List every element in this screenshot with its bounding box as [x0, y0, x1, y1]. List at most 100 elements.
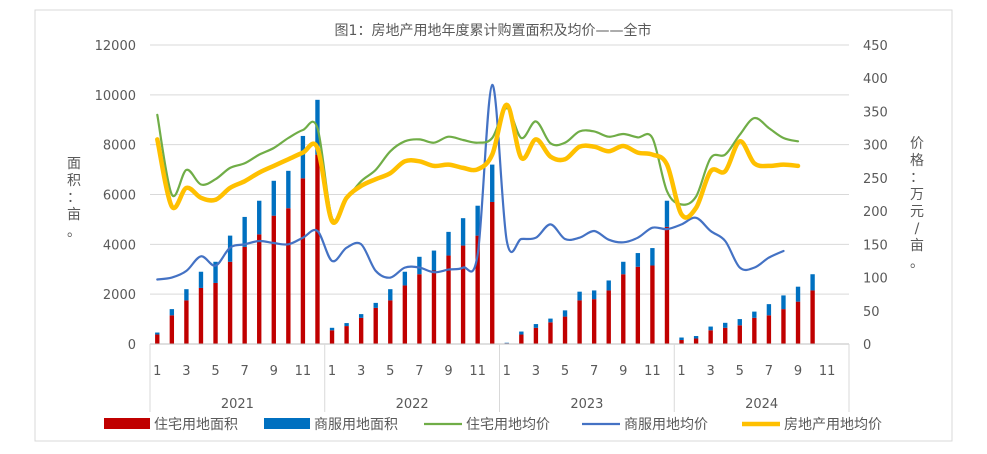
legend-item: 商服用地面积: [264, 417, 398, 433]
legend: 住宅用地面积 商服用地面积 住宅用地均价 商服用地均价 房地产用地均价: [104, 417, 882, 433]
y-tick-label-right: 150: [863, 238, 888, 253]
legend-label: 房地产用地均价: [784, 417, 882, 433]
commercial-area-bar: [257, 200, 262, 235]
y-axis-label-right-char: 格: [910, 153, 924, 169]
commercial-area-bar: [300, 135, 306, 179]
y-tick-label-left: 2000: [103, 288, 136, 303]
residential-area-bar: [242, 246, 247, 344]
x-tick-label: 1: [503, 364, 511, 379]
residential-area-bar: [679, 340, 684, 344]
year-label: 2023: [570, 397, 603, 412]
year-label: 2022: [396, 397, 429, 412]
commercial-price-line: [156, 83, 785, 281]
x-tick-label: 5: [211, 364, 219, 379]
x-tick-label: 9: [794, 364, 802, 379]
x-tick-label: 11: [819, 364, 836, 379]
x-tick-label: 5: [736, 364, 744, 379]
residential-area-bar: [213, 282, 218, 344]
residential-area-bar: [169, 315, 175, 344]
commercial-area-bar: [752, 311, 757, 318]
residential-area-bar: [329, 330, 335, 344]
x-tick-label: 7: [241, 364, 249, 379]
residential-area-bar: [723, 327, 728, 344]
commercial-area-bar: [490, 164, 495, 202]
commercial-area-bar: [606, 280, 611, 291]
y-tick-label-right: 350: [863, 105, 888, 120]
commercial-area-bar: [417, 256, 422, 275]
legend-item: 住宅用地面积: [104, 417, 238, 433]
commercial-area-bar: [475, 205, 480, 236]
commercial-area-bar: [766, 304, 772, 316]
commercial-area-bar: [329, 327, 335, 331]
axes: 0 2000 4000 6000 8000 10000 12000 0 50 100 150 200 2…: [95, 39, 888, 412]
x-tick-label: 3: [707, 364, 715, 379]
commercial-area-bar: [460, 218, 466, 246]
y-tick-label-right: 400: [863, 72, 888, 87]
commercial-area-bar: [679, 337, 684, 341]
year-label: 2021: [221, 397, 254, 412]
residential-area-bar: [227, 261, 233, 344]
commercial-area-bar: [562, 310, 568, 317]
commercial-area-bar: [184, 289, 189, 301]
residential-area-bar: [344, 326, 349, 344]
year-label: 2024: [745, 397, 778, 412]
x-tick-label: 3: [532, 364, 540, 379]
commercial-area-bar: [650, 248, 655, 266]
residential-area-bar: [693, 338, 699, 344]
residential-area-bar: [810, 290, 815, 344]
commercial-area-bar: [737, 319, 742, 326]
residential-area-bar: [184, 300, 189, 344]
x-tick-label: 9: [444, 364, 452, 379]
x-tick-label: 5: [561, 364, 569, 379]
y-tick-label-right: 100: [863, 272, 888, 287]
legend-label: 住宅用地面积: [154, 417, 238, 433]
x-tick-label: 9: [619, 364, 627, 379]
overall-price-line: [155, 102, 801, 225]
x-tick-label: 3: [182, 364, 190, 379]
y-tick-label-left: 6000: [103, 189, 136, 204]
commercial-area-bar: [577, 291, 582, 301]
residential-area-bar: [286, 208, 291, 344]
residential-area-bar: [708, 330, 713, 344]
residential-area-bar: [795, 301, 801, 344]
commercial-area-bar: [344, 323, 349, 327]
commercial-area-bar: [358, 314, 364, 318]
residential-area-bar: [752, 317, 757, 344]
residential-area-bar: [417, 274, 422, 344]
residential-area-bar: [591, 299, 597, 344]
commercial-area-bar: [286, 170, 291, 209]
commercial-area-bar: [810, 274, 815, 291]
y-tick-label-right: 450: [863, 39, 888, 54]
residential-area-bar: [606, 290, 611, 344]
residential-area-bar: [490, 201, 495, 344]
x-tick-label: 3: [357, 364, 365, 379]
x-tick-label: 1: [677, 364, 685, 379]
residential-area-bar: [737, 325, 742, 344]
x-tick-label: 11: [295, 364, 312, 379]
legend-swatch: [264, 418, 310, 429]
residential-area-bar: [548, 322, 553, 344]
commercial-area-bar: [242, 216, 247, 247]
residential-area-bar: [373, 307, 378, 344]
commercial-area-bar: [664, 200, 670, 227]
x-tick-label: 7: [765, 364, 773, 379]
residential-area-bar: [388, 300, 393, 344]
y-tick-label-right: 0: [863, 338, 871, 353]
y-axis-label-left-char: 。: [67, 224, 81, 240]
commercial-area-bar: [708, 326, 713, 331]
y-axis-label-left-char: 亩: [67, 206, 81, 223]
residential-price-line: [156, 107, 800, 222]
x-tick-label: 9: [270, 364, 278, 379]
y-axis-label-right-char: ：: [910, 170, 924, 186]
residential-area-bar: [577, 300, 582, 344]
commercial-area-bar: [548, 318, 553, 323]
commercial-area-bar: [388, 289, 393, 301]
y-tick-label-left: 4000: [103, 238, 136, 253]
y-axis-label-left-char: 积: [67, 173, 81, 189]
residential-area-bar: [155, 334, 160, 344]
x-tick-label: 5: [386, 364, 394, 379]
residential-area-bar: [271, 215, 276, 344]
y-axis-label-right-char: 。: [910, 255, 924, 271]
residential-area-bar: [300, 178, 306, 344]
